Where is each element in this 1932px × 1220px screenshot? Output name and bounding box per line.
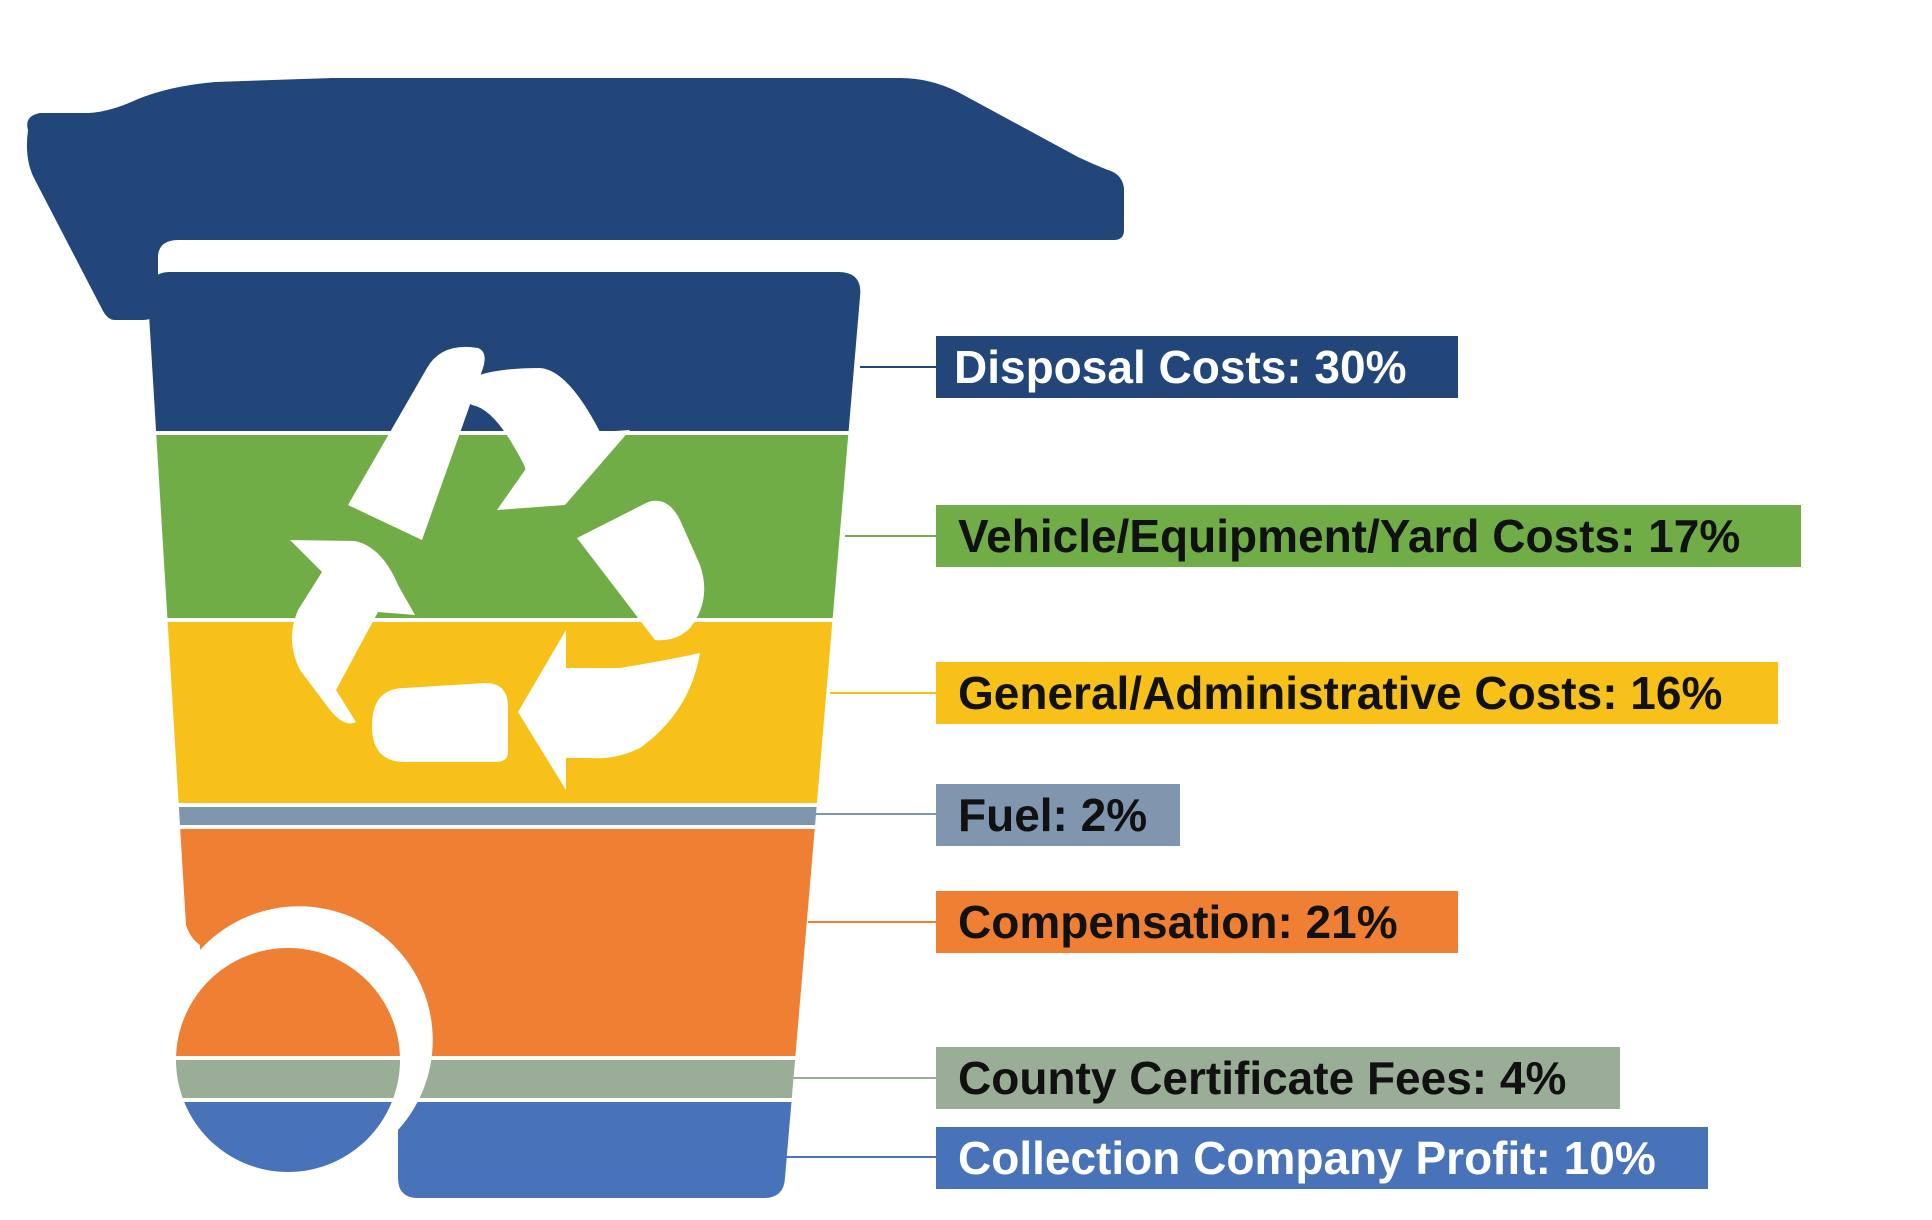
label-text-fuel: Fuel: 2% xyxy=(958,789,1147,841)
label-box-county-certificate-fees xyxy=(936,1047,1620,1109)
recycle-icon xyxy=(290,346,705,790)
label-disposal-costs: Disposal Costs: 30% xyxy=(936,336,1458,398)
label-collection-company-profit: Collection Company Profit: 10% xyxy=(936,1127,1708,1189)
label-box-fuel xyxy=(936,784,1180,846)
label-county-certificate-fees: County Certificate Fees: 4% xyxy=(936,1047,1620,1109)
label-box-vehicle-equipment-yard-costs xyxy=(936,505,1801,567)
label-box-compensation xyxy=(936,891,1458,953)
label-box-collection-company-profit xyxy=(936,1127,1708,1189)
label-text-disposal-costs: Disposal Costs: 30% xyxy=(954,341,1406,393)
label-text-compensation: Compensation: 21% xyxy=(958,896,1398,948)
label-general-administrative-costs: General/Administrative Costs: 16% xyxy=(936,662,1778,724)
label-text-collection-company-profit: Collection Company Profit: 10% xyxy=(958,1132,1656,1184)
separator-1 xyxy=(140,431,870,435)
wheel-band-collection-company-profit xyxy=(176,1100,400,1172)
label-text-vehicle-equipment-yard-costs: Vehicle/Equipment/Yard Costs: 17% xyxy=(958,510,1740,562)
category-labels: Disposal Costs: 30% Vehicle/Equipment/Yar… xyxy=(936,336,1801,1189)
separator-6 xyxy=(140,1098,870,1102)
label-fuel: Fuel: 2% xyxy=(936,784,1180,846)
label-vehicle-equipment-yard-costs: Vehicle/Equipment/Yard Costs: 17% xyxy=(936,505,1801,567)
bin-lid xyxy=(26,78,1124,320)
label-text-county-certificate-fees: County Certificate Fees: 4% xyxy=(958,1052,1566,1104)
leader-lines xyxy=(786,366,936,1158)
band-vehicle-equipment-yard-costs xyxy=(147,433,861,620)
separator-5 xyxy=(140,1056,870,1060)
separator-3 xyxy=(140,803,870,807)
label-box-general-administrative-costs xyxy=(936,662,1778,724)
separator-4 xyxy=(140,825,870,829)
band-separators xyxy=(140,431,870,1102)
band-fuel xyxy=(147,805,861,827)
label-compensation: Compensation: 21% xyxy=(936,891,1458,953)
separator-2 xyxy=(140,618,870,622)
label-box-disposal-costs xyxy=(936,336,1458,398)
wheel-band-county-certificate-fees xyxy=(176,1058,400,1100)
label-text-general-administrative-costs: General/Administrative Costs: 16% xyxy=(958,667,1722,719)
